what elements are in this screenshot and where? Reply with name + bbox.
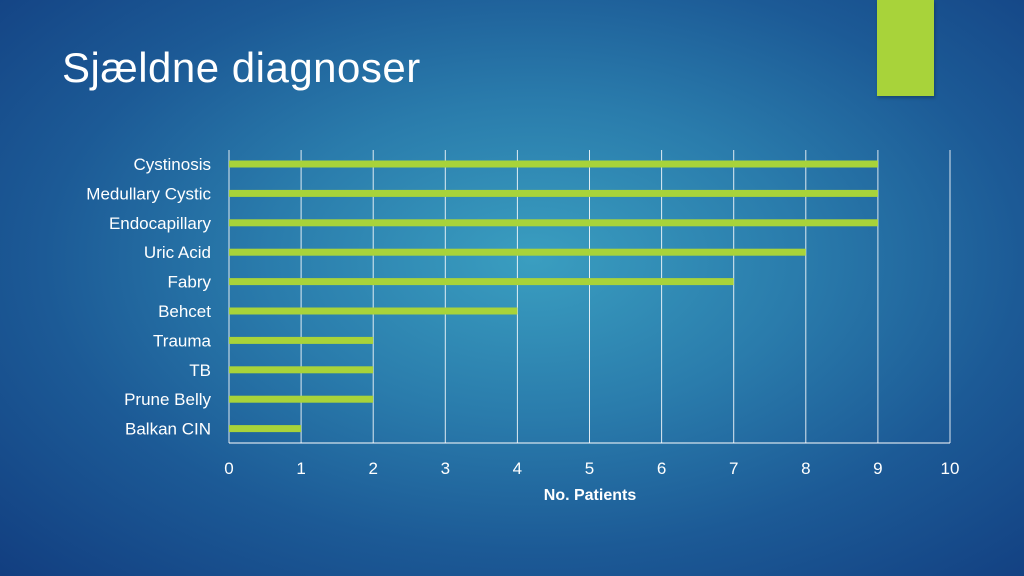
x-tick-label: 6 <box>657 459 666 478</box>
x-tick-label: 5 <box>585 459 594 478</box>
bar <box>229 160 878 168</box>
category-label: Balkan CIN <box>125 420 211 439</box>
x-tick-label: 1 <box>296 459 305 478</box>
bar <box>229 189 878 197</box>
category-labels: Cystinosis Medullary Cystic Endocapillary U… <box>86 155 211 439</box>
x-tick-label: 3 <box>441 459 450 478</box>
category-label: TB <box>189 361 211 380</box>
bar <box>229 307 518 315</box>
x-tick-label: 7 <box>729 459 738 478</box>
bar <box>229 395 374 403</box>
accent-block <box>877 0 934 96</box>
bar <box>229 219 878 227</box>
x-tick-label: 4 <box>513 459 522 478</box>
x-tick-label: 2 <box>368 459 377 478</box>
category-label: Endocapillary <box>109 214 212 233</box>
bars <box>229 160 878 433</box>
category-label: Cystinosis <box>134 155 211 174</box>
x-tick-label: 8 <box>801 459 810 478</box>
category-label: Uric Acid <box>144 243 211 262</box>
x-tick-label: 0 <box>224 459 233 478</box>
bar <box>229 425 302 433</box>
bar <box>229 336 374 344</box>
bar <box>229 366 374 374</box>
x-tick-labels: 0 1 2 3 4 5 6 7 8 9 10 <box>224 459 959 478</box>
slide-title: Sjældne diagnoser <box>62 44 421 91</box>
x-tick-label: 10 <box>941 459 960 478</box>
category-label: Behcet <box>158 302 211 321</box>
x-tick-label: 9 <box>873 459 882 478</box>
x-axis-label: No. Patients <box>544 487 637 504</box>
category-label: Prune Belly <box>124 390 211 409</box>
category-label: Fabry <box>168 273 212 292</box>
bar <box>229 248 806 256</box>
category-label: Trauma <box>153 331 211 350</box>
bar <box>229 278 734 286</box>
category-label: Medullary Cystic <box>86 184 211 203</box>
grid-lines <box>228 150 951 444</box>
